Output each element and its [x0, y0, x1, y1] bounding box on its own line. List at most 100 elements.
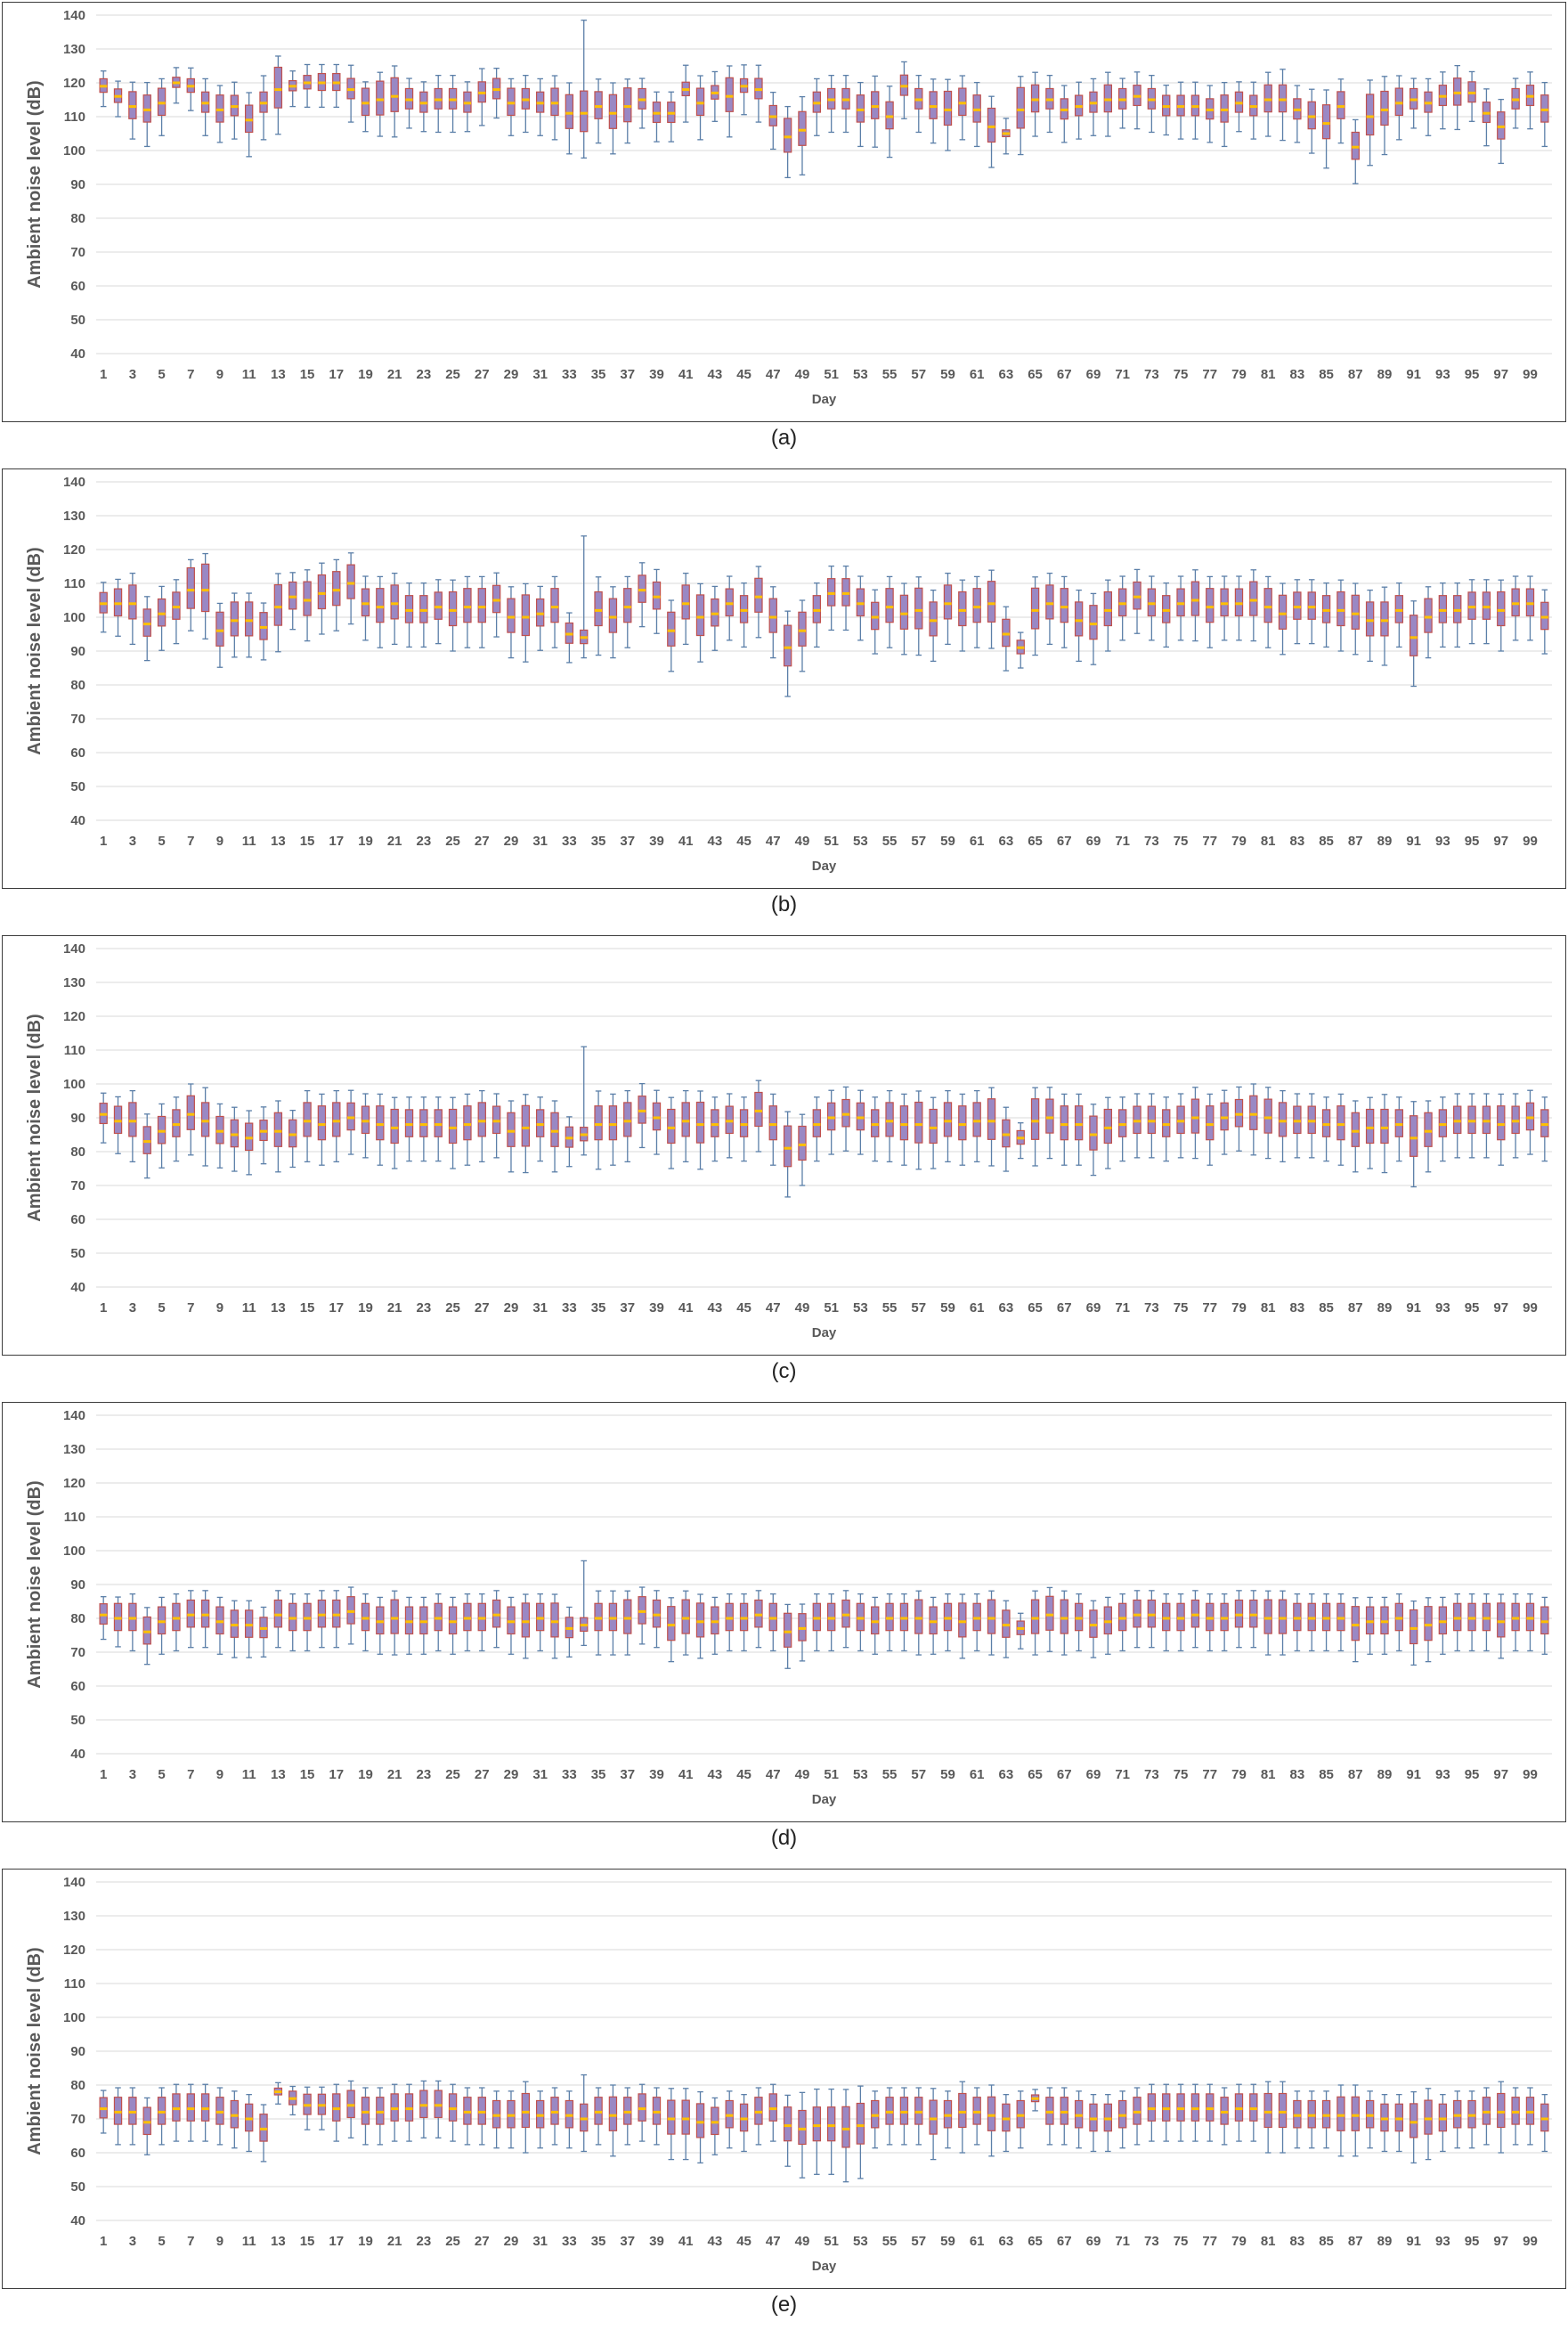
box [550, 87, 559, 117]
x-tick-label: 27 [475, 2234, 490, 2249]
median-mark [769, 2107, 777, 2111]
median-mark [231, 2114, 239, 2117]
box [739, 1602, 749, 1632]
median-mark [841, 1112, 850, 1116]
y-tick-label: 40 [70, 346, 85, 362]
median-mark [1206, 108, 1214, 111]
box [1045, 584, 1054, 620]
median-mark [100, 1112, 108, 1116]
box [623, 87, 632, 123]
median-mark [1089, 102, 1098, 105]
box [1453, 77, 1462, 106]
x-tick-label: 41 [678, 2234, 694, 2249]
median-mark [1133, 1613, 1141, 1617]
box [943, 2099, 953, 2129]
median-mark [463, 102, 472, 105]
box [681, 584, 690, 620]
median-mark [435, 606, 443, 609]
box [885, 588, 894, 623]
box [623, 1102, 632, 1137]
chart-frame: 40 50 60 70 80 90 100 110 120 130 140 Ambient noise… [2, 935, 1566, 1356]
median-mark [1002, 632, 1010, 636]
box [798, 2109, 807, 2146]
box [1351, 594, 1360, 630]
median-mark [215, 1129, 224, 1133]
x-tick-label: 57 [911, 367, 926, 382]
x-tick-label: 47 [766, 1300, 781, 1316]
median-mark [944, 108, 952, 111]
box [1497, 591, 1506, 627]
x-tick-label: 87 [1348, 2234, 1363, 2249]
median-mark [114, 94, 122, 98]
median-mark [1366, 2114, 1374, 2117]
x-tick-label: 33 [562, 834, 577, 849]
median-mark [492, 599, 500, 602]
x-tick-label: 63 [999, 834, 1014, 849]
median-mark [565, 111, 573, 115]
median-mark [215, 1620, 224, 1624]
median-mark [231, 105, 239, 109]
median-mark [827, 591, 835, 595]
x-tick-label: 89 [1377, 1300, 1393, 1316]
median-mark [172, 81, 181, 85]
x-tick-label: 19 [358, 367, 373, 382]
box [841, 1098, 850, 1128]
x-tick-label: 49 [795, 367, 810, 382]
median-mark [259, 1129, 268, 1133]
median-mark [1308, 2114, 1316, 2117]
box [623, 1599, 632, 1634]
box [1234, 588, 1244, 617]
box [580, 2103, 589, 2132]
box [1045, 1098, 1054, 1134]
x-tick-label: 93 [1435, 834, 1450, 849]
median-mark [1483, 606, 1491, 609]
median-mark [813, 1617, 821, 1620]
median-mark [550, 2110, 559, 2114]
median-mark [201, 2107, 209, 2111]
x-tick-label: 79 [1231, 1300, 1247, 1316]
y-tick-label: 140 [63, 941, 85, 957]
box [1002, 1119, 1011, 1148]
box [899, 2097, 909, 2125]
median-mark [158, 1620, 166, 1624]
median-mark [187, 85, 195, 88]
median-mark [419, 608, 427, 612]
median-mark [1249, 599, 1257, 602]
box [1307, 1602, 1316, 1632]
median-mark [128, 105, 136, 109]
box [1409, 2103, 1418, 2138]
median-mark [726, 94, 734, 98]
x-tick-label: 53 [853, 1300, 868, 1316]
y-tick-label: 140 [63, 8, 85, 23]
x-tick-label: 85 [1319, 1767, 1334, 1782]
box [390, 2093, 399, 2122]
median-mark [958, 1123, 966, 1127]
median-mark [885, 115, 894, 118]
median-mark [1497, 2110, 1505, 2114]
box [1147, 1105, 1157, 1135]
median-mark [1395, 2117, 1403, 2121]
x-tick-label: 19 [358, 1300, 373, 1316]
x-tick-label: 29 [504, 1767, 519, 1782]
box [404, 595, 414, 623]
box [259, 612, 268, 640]
box [113, 1105, 123, 1135]
box [186, 1599, 195, 1628]
median-mark [463, 1123, 472, 1127]
box [317, 1599, 327, 1628]
median-mark [1293, 1617, 1301, 1620]
median-mark [231, 1133, 239, 1136]
median-mark [405, 1123, 413, 1127]
y-tick-label: 80 [70, 2078, 85, 2093]
box [477, 1602, 486, 1632]
box [244, 601, 254, 637]
box [477, 2097, 486, 2125]
x-tick-label: 21 [387, 1300, 402, 1316]
box [711, 1606, 719, 1635]
y-tick-label: 100 [63, 1544, 85, 1559]
median-mark [930, 105, 938, 109]
x-tick-label: 91 [1406, 2234, 1421, 2249]
box [943, 1102, 953, 1137]
median-mark [1176, 105, 1185, 109]
box [128, 2097, 137, 2125]
